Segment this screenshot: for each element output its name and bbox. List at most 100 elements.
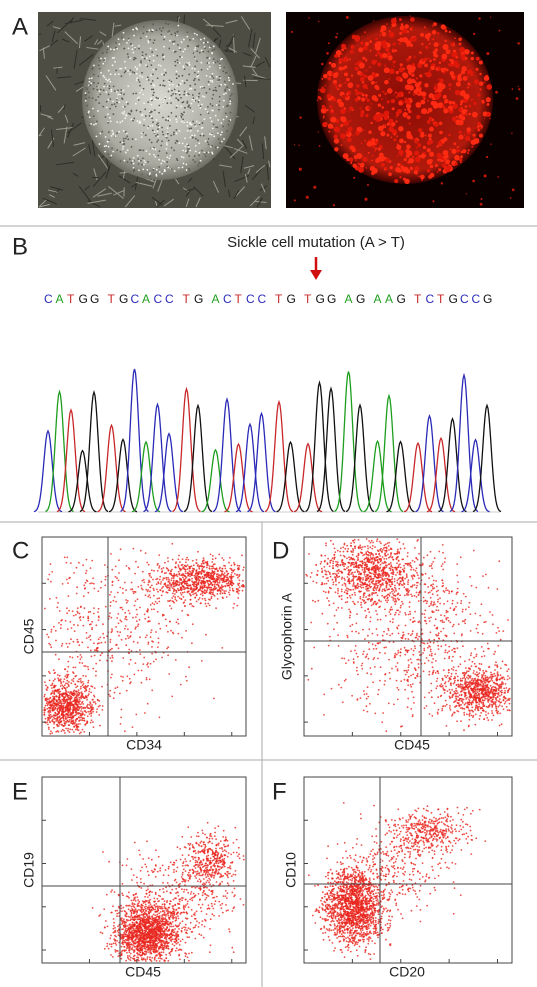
speck [331,62,337,68]
event [191,577,193,580]
speck [147,76,149,79]
speck [161,140,163,143]
event [192,593,195,596]
event [95,670,97,673]
streak [94,39,99,46]
speck [426,111,430,114]
peak [131,440,161,513]
event [90,706,93,708]
event [188,573,191,575]
event [394,588,397,590]
streak [86,47,99,50]
speck [426,99,429,102]
speck [203,95,206,98]
speck [224,90,227,92]
speck [468,139,471,142]
event [162,585,165,588]
event [172,581,174,584]
event [51,718,54,721]
event [100,641,103,644]
speck [354,158,358,162]
speck [360,112,364,116]
speck [418,86,421,89]
event [323,583,326,585]
speck [388,31,395,38]
speck [469,99,473,103]
event [211,561,214,563]
speck [176,104,178,107]
speck [155,134,157,137]
speck [148,29,151,32]
event [134,600,137,602]
speck [436,145,439,148]
event [51,687,53,689]
event [211,574,213,577]
speck [463,93,470,100]
speck [160,162,163,165]
speck [135,92,138,95]
streak [63,126,68,144]
event [96,698,99,701]
event [153,603,156,606]
streak [63,103,66,110]
event [139,653,142,655]
event [368,597,370,600]
speck [369,40,373,44]
speck [361,35,363,38]
speck [408,91,411,94]
event [391,632,394,635]
event [379,563,382,566]
event [121,587,124,590]
event [324,554,327,557]
speck [175,70,178,73]
event [109,638,112,641]
event [324,591,327,594]
peak [68,449,97,513]
speck [317,131,319,133]
speck [164,97,167,100]
speck [120,36,123,39]
speck [165,119,167,121]
event [212,567,215,570]
event [139,606,141,609]
speck [103,59,106,62]
speck [221,56,224,59]
speck [129,73,131,75]
speck [326,108,329,112]
speck [194,77,196,80]
event [371,568,374,571]
streak [88,143,92,155]
speck [428,137,432,141]
speck [160,144,163,147]
speck [136,67,139,70]
event [83,714,86,716]
speck [367,151,370,154]
speck [442,44,449,50]
speck [188,61,190,64]
event [352,585,354,587]
speck [373,115,379,121]
event [47,723,49,726]
speck [88,80,91,83]
speck [199,106,202,109]
event [150,584,153,587]
speck [472,136,476,139]
speck [440,182,444,185]
event [48,712,51,714]
event [177,632,180,635]
speck [123,71,126,74]
speck [196,164,199,167]
event [78,644,81,647]
speck [409,15,412,17]
speck [463,134,466,137]
speck [175,77,178,80]
streak [240,16,251,30]
speck [155,29,158,32]
speck [421,178,424,181]
speck [187,93,190,96]
speck [211,152,214,155]
event [93,587,96,590]
speck [197,100,200,103]
speck [189,39,191,41]
